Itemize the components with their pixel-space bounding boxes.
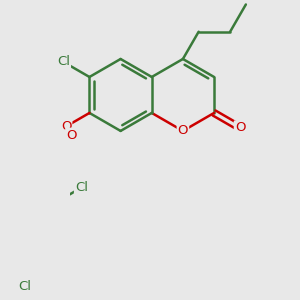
Text: O: O bbox=[61, 120, 71, 133]
Text: O: O bbox=[178, 124, 188, 137]
Text: Cl: Cl bbox=[18, 280, 31, 293]
Text: Cl: Cl bbox=[57, 56, 70, 68]
Text: O: O bbox=[66, 129, 77, 142]
Text: Cl: Cl bbox=[75, 181, 88, 194]
Text: O: O bbox=[235, 122, 245, 134]
